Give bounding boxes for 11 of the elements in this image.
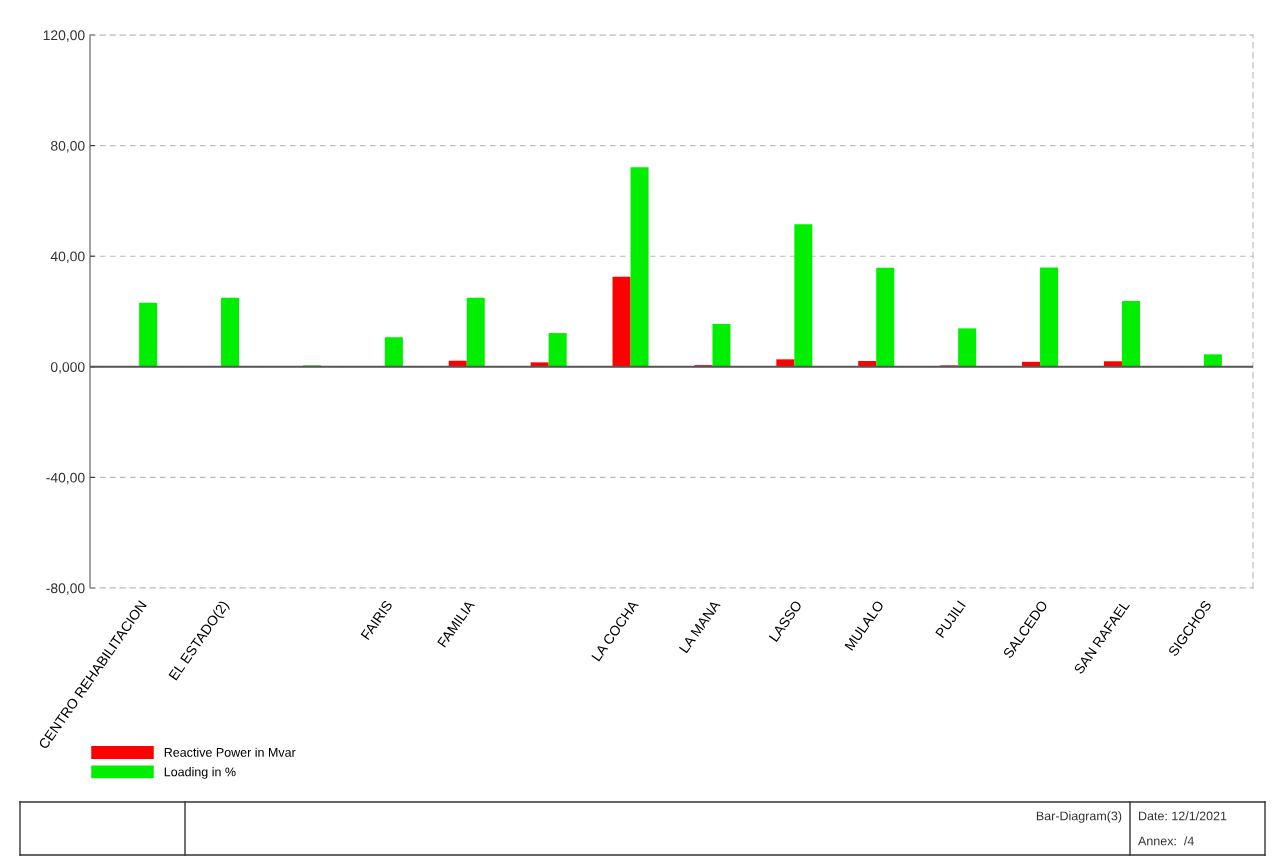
text: Date: 12/1/2021 <box>1139 811 1227 821</box>
y-tick-label: 0,000 <box>50 362 85 374</box>
text: Bar-Diagram(3) <box>1036 811 1122 823</box>
y-tick-label: 80,00 <box>50 140 85 153</box>
text: Annex: /4 <box>1138 836 1194 846</box>
legend-label: Reactive Power in Mvar <box>164 747 296 757</box>
y-tick-label: -40,00 <box>46 472 85 485</box>
y-tick-label: 40,00 <box>50 251 85 264</box>
y-tick-label: 120,00 <box>43 30 85 42</box>
y-tick-label: -80,00 <box>46 583 85 595</box>
legend-label: Loading in % <box>164 767 236 779</box>
